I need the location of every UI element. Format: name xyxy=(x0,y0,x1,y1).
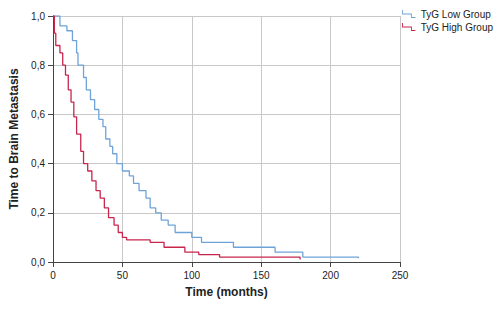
svg-text:250: 250 xyxy=(392,270,409,281)
svg-text:0,2: 0,2 xyxy=(31,207,45,218)
svg-text:Time (months): Time (months) xyxy=(185,285,267,299)
svg-text:100: 100 xyxy=(183,270,200,281)
svg-text:200: 200 xyxy=(322,270,339,281)
svg-text:0,8: 0,8 xyxy=(31,60,45,71)
svg-text:0,0: 0,0 xyxy=(31,257,45,268)
svg-text:TyG Low Group: TyG Low Group xyxy=(421,9,491,20)
svg-text:TyG High Group: TyG High Group xyxy=(421,22,494,33)
svg-text:50: 50 xyxy=(117,270,129,281)
svg-text:Time to Brain Metastasis: Time to Brain Metastasis xyxy=(7,68,21,209)
svg-text:0,4: 0,4 xyxy=(31,158,45,169)
svg-text:1,0: 1,0 xyxy=(31,11,45,22)
svg-text:0,6: 0,6 xyxy=(31,109,45,120)
svg-text:0: 0 xyxy=(50,270,56,281)
svg-text:150: 150 xyxy=(253,270,270,281)
